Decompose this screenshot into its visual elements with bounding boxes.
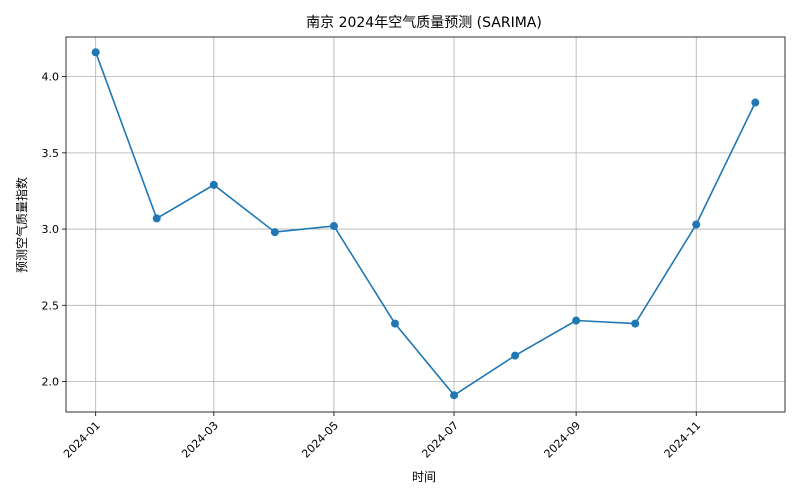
x-axis-title: 时间	[412, 470, 436, 484]
data-point	[450, 391, 459, 400]
data-point	[152, 214, 161, 223]
data-point	[511, 351, 520, 360]
data-point	[572, 316, 581, 325]
chart-title: 南京 2024年空气质量预测 (SARIMA)	[306, 15, 542, 31]
data-point	[390, 319, 399, 328]
y-tick-label: 3.5	[42, 147, 60, 160]
data-point	[270, 228, 279, 237]
data-point	[329, 222, 338, 231]
data-point	[209, 180, 218, 189]
y-tick-label: 2.0	[42, 376, 60, 389]
series	[91, 48, 760, 400]
y-tick-label: 4.0	[42, 71, 60, 84]
data-point	[91, 48, 100, 57]
data-point	[751, 98, 760, 107]
plot-frame	[65, 36, 786, 413]
data-point	[631, 319, 640, 328]
series-line	[94, 51, 757, 397]
y-axis-title: 预测空气质量指数	[14, 177, 29, 273]
data-point	[692, 220, 701, 229]
y-tick-label: 3.0	[42, 223, 60, 236]
y-tick-label: 2.5	[42, 299, 60, 312]
